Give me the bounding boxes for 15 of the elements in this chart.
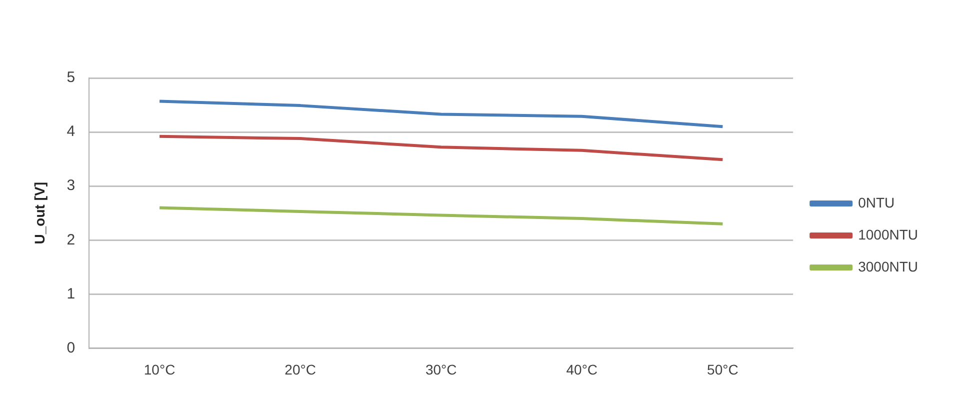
x-tick-label: 40°C — [566, 361, 598, 378]
y-tick-label: 3 — [66, 177, 76, 194]
y-tick-label: 4 — [66, 123, 76, 140]
y-tick-label: 1 — [66, 285, 76, 302]
y-tick-label: 0 — [66, 339, 76, 356]
x-tick-label: 10°C — [144, 361, 176, 378]
legend-label: 1000NTU — [858, 226, 918, 242]
x-tick-label: 20°C — [284, 361, 316, 378]
legend-label: 3000NTU — [858, 258, 918, 274]
y-tick-label: 2 — [66, 231, 76, 248]
x-tick-label: 30°C — [425, 361, 457, 378]
y-axis-title: U_out [V] — [31, 182, 48, 244]
legend-label: 0NTU — [858, 194, 895, 210]
x-tick-label: 50°C — [707, 361, 738, 378]
y-tick-label: 5 — [66, 69, 76, 86]
